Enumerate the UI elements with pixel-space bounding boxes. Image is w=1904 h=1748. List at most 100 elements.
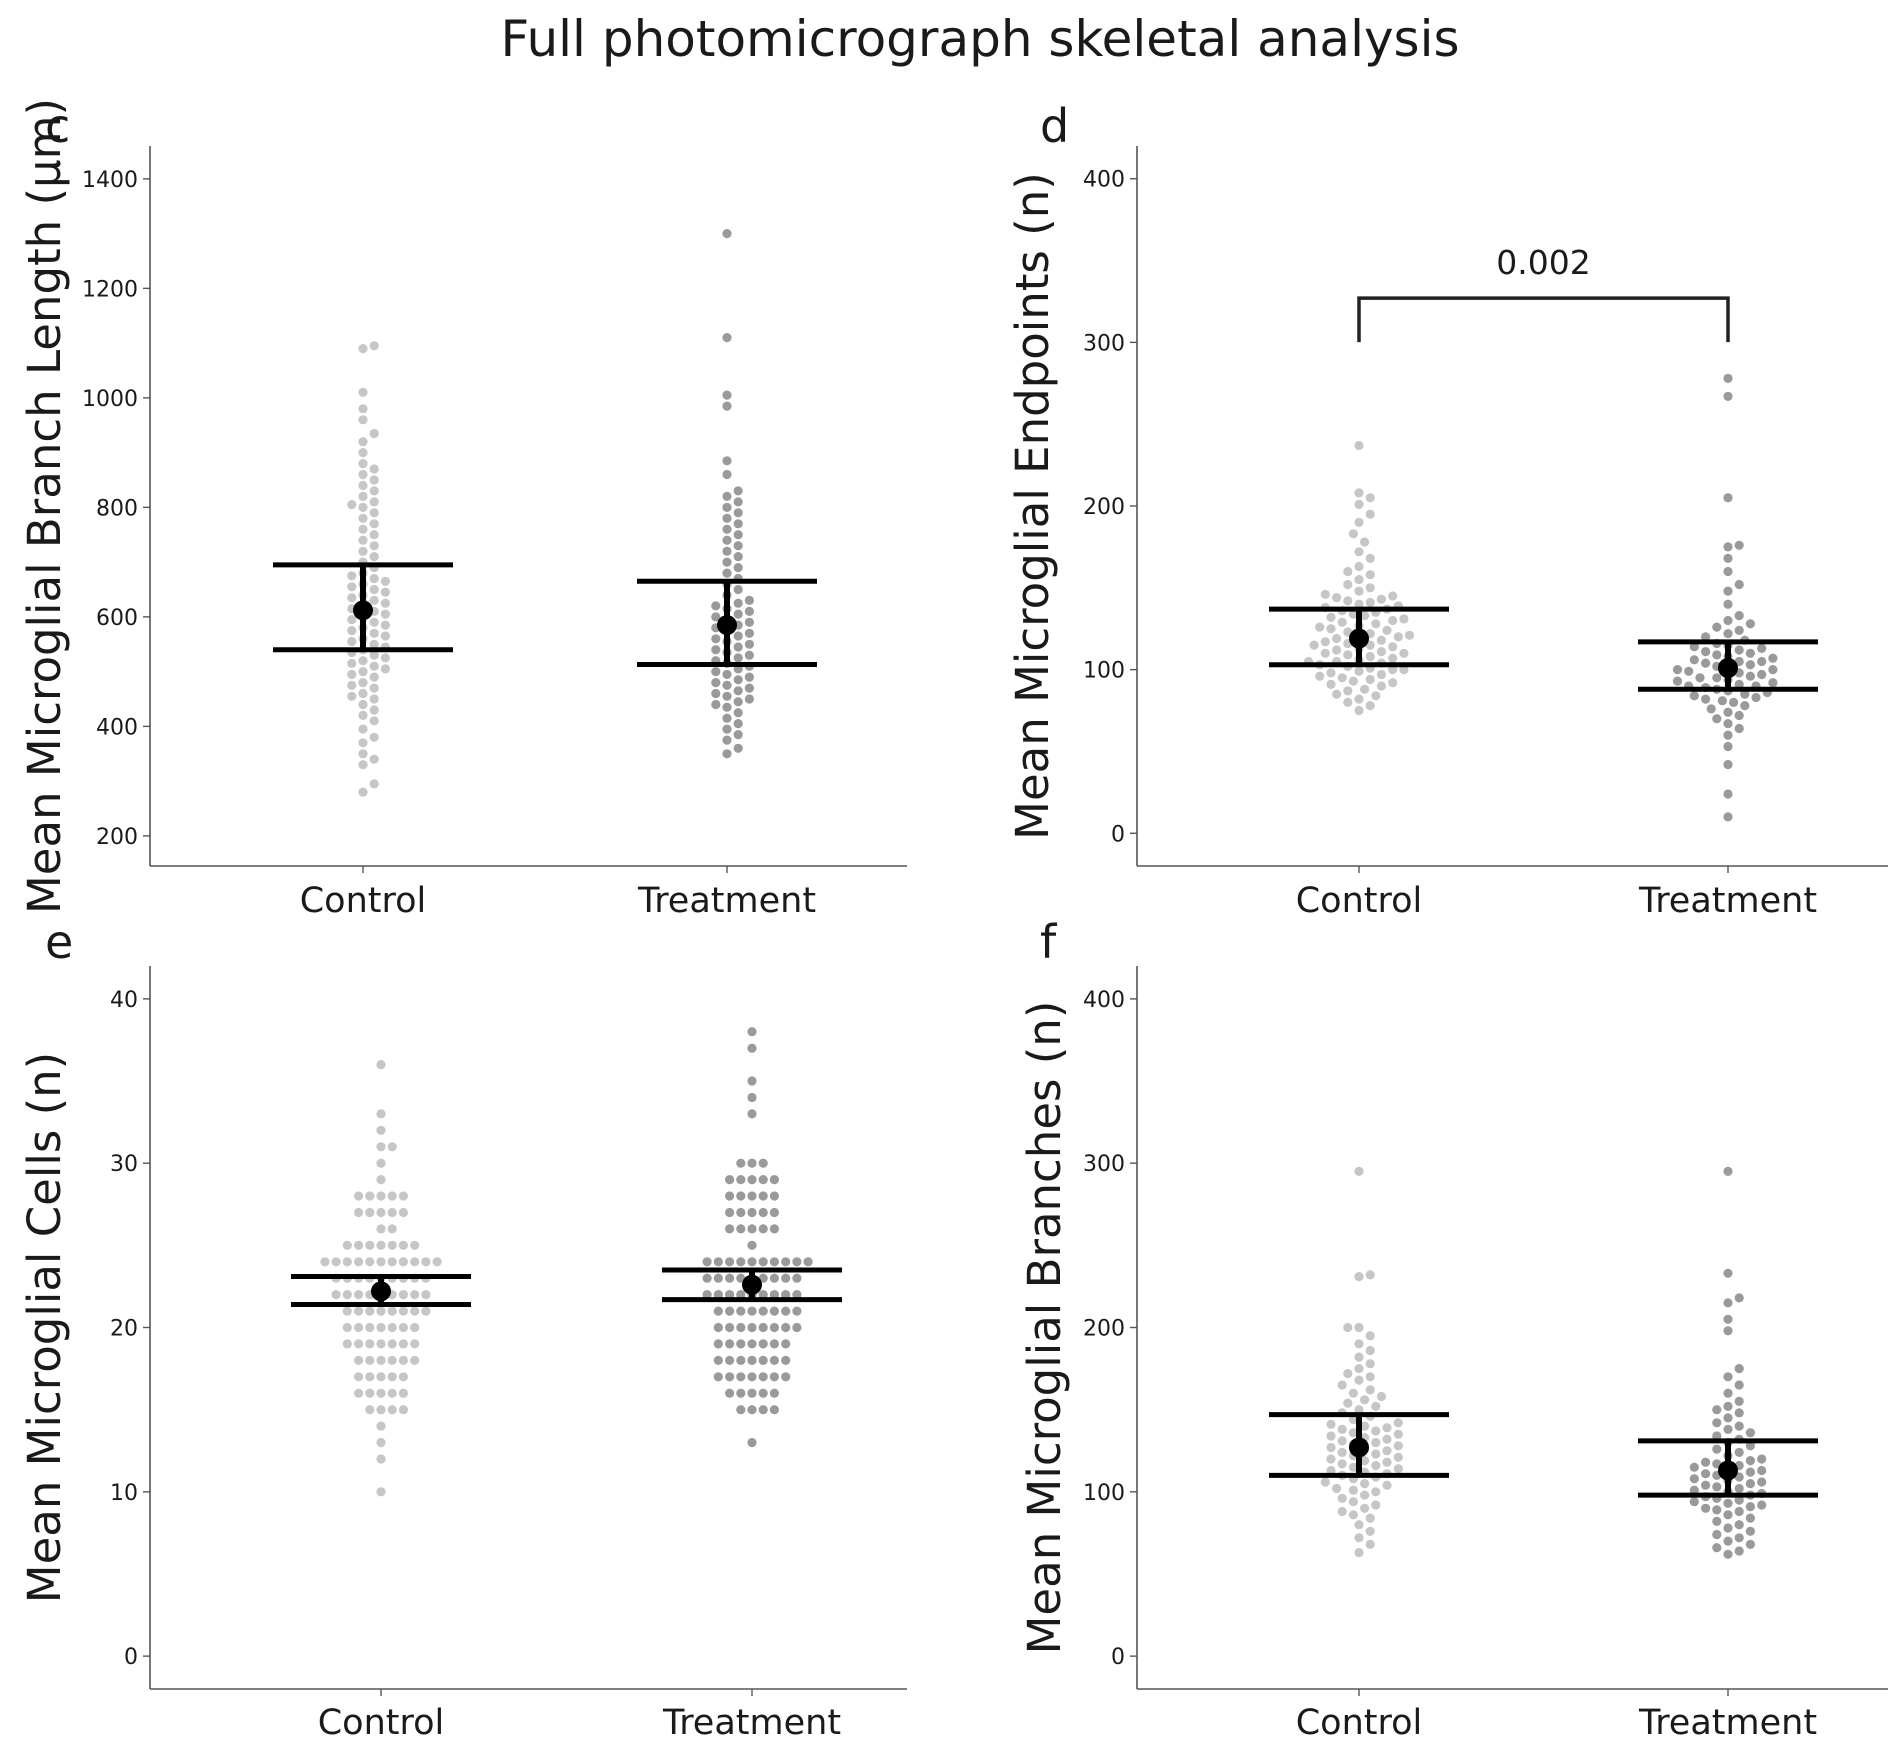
data-point bbox=[711, 601, 721, 611]
data-point bbox=[1393, 632, 1403, 642]
data-point bbox=[1354, 666, 1364, 676]
data-point bbox=[1343, 596, 1353, 606]
data-point bbox=[410, 1322, 420, 1333]
data-point bbox=[736, 1306, 746, 1316]
data-point bbox=[369, 732, 379, 742]
data-point bbox=[1365, 509, 1375, 519]
data-point bbox=[1745, 1441, 1755, 1451]
data-point bbox=[758, 1191, 768, 1201]
data-point bbox=[1734, 679, 1744, 690]
data-point bbox=[410, 1355, 420, 1365]
data-point bbox=[722, 513, 732, 523]
data-point bbox=[722, 568, 732, 578]
y-tick-label: 0 bbox=[1111, 1645, 1125, 1670]
data-point bbox=[358, 480, 368, 491]
data-point bbox=[376, 1175, 386, 1185]
data-point bbox=[1354, 488, 1364, 498]
data-point bbox=[1332, 633, 1342, 644]
data-point bbox=[722, 502, 732, 512]
data-point bbox=[736, 1224, 746, 1234]
data-point bbox=[736, 1257, 746, 1267]
y-tick-label: 20 bbox=[110, 1317, 138, 1342]
data-point bbox=[1365, 651, 1375, 662]
data-point bbox=[1343, 686, 1353, 696]
mean-marker bbox=[717, 615, 737, 636]
data-point bbox=[1365, 583, 1375, 593]
data-point bbox=[432, 1257, 442, 1267]
data-point bbox=[781, 1339, 791, 1349]
data-point bbox=[369, 530, 379, 540]
data-point bbox=[1723, 707, 1733, 717]
data-point bbox=[376, 1060, 386, 1070]
data-point bbox=[747, 1027, 757, 1037]
data-point bbox=[1745, 1526, 1755, 1536]
data-point bbox=[410, 1339, 420, 1349]
data-point bbox=[733, 598, 743, 608]
data-point bbox=[1734, 1293, 1744, 1303]
data-point bbox=[1365, 1385, 1375, 1395]
data-point bbox=[421, 1290, 431, 1300]
data-point bbox=[1734, 710, 1744, 721]
data-point bbox=[1365, 1345, 1375, 1356]
data-point bbox=[1332, 689, 1342, 699]
data-point bbox=[1348, 529, 1358, 539]
x-tick-label: Control bbox=[1296, 1703, 1423, 1743]
data-point bbox=[1723, 1388, 1733, 1398]
data-point bbox=[358, 667, 368, 677]
data-point bbox=[369, 573, 379, 584]
data-point bbox=[722, 713, 732, 723]
data-point bbox=[722, 680, 732, 690]
data-point bbox=[376, 1405, 386, 1415]
data-point bbox=[398, 1339, 408, 1349]
data-point bbox=[1689, 1474, 1699, 1484]
y-axis-label: Mean Microglial Cells (n) bbox=[18, 1052, 71, 1603]
data-point bbox=[398, 1405, 408, 1415]
mean-marker bbox=[371, 1281, 391, 1302]
data-point bbox=[410, 1257, 420, 1267]
data-point bbox=[1723, 493, 1733, 503]
data-point bbox=[1337, 1493, 1347, 1503]
data-point bbox=[387, 1142, 397, 1152]
data-point bbox=[398, 1388, 408, 1398]
data-point bbox=[376, 1454, 386, 1464]
data-point bbox=[1376, 647, 1386, 657]
data-point bbox=[376, 1437, 386, 1448]
data-point bbox=[1376, 669, 1386, 680]
data-point bbox=[1365, 1526, 1375, 1536]
data-point bbox=[380, 664, 390, 674]
data-point bbox=[747, 1109, 757, 1119]
data-point bbox=[1745, 619, 1755, 629]
data-point bbox=[792, 1257, 802, 1267]
data-point bbox=[398, 1290, 408, 1300]
data-point bbox=[387, 1322, 397, 1333]
data-point bbox=[1382, 1480, 1392, 1490]
data-point bbox=[376, 1339, 386, 1349]
x-tick-label: Control bbox=[1296, 881, 1423, 921]
data-point bbox=[369, 650, 379, 660]
data-point bbox=[1745, 1513, 1755, 1523]
data-point bbox=[369, 497, 379, 507]
data-point bbox=[1712, 1529, 1722, 1540]
data-point bbox=[369, 428, 379, 439]
data-point bbox=[733, 497, 743, 507]
data-point bbox=[747, 1240, 757, 1250]
data-point bbox=[358, 787, 368, 797]
data-point bbox=[758, 1322, 768, 1333]
data-point bbox=[380, 620, 390, 630]
data-point bbox=[758, 1290, 768, 1300]
data-point bbox=[758, 1339, 768, 1349]
data-point bbox=[747, 1158, 757, 1168]
data-point bbox=[358, 387, 368, 397]
data-point bbox=[380, 576, 390, 586]
data-point bbox=[733, 552, 743, 562]
data-point bbox=[1734, 611, 1744, 621]
data-point bbox=[369, 584, 379, 595]
data-point bbox=[1388, 678, 1398, 688]
data-point bbox=[354, 1306, 364, 1316]
data-point bbox=[342, 1257, 352, 1267]
data-point bbox=[1343, 1398, 1353, 1408]
data-point bbox=[387, 1339, 397, 1349]
data-point bbox=[1712, 1431, 1722, 1441]
data-point bbox=[1689, 1485, 1699, 1495]
data-point bbox=[1371, 619, 1381, 629]
